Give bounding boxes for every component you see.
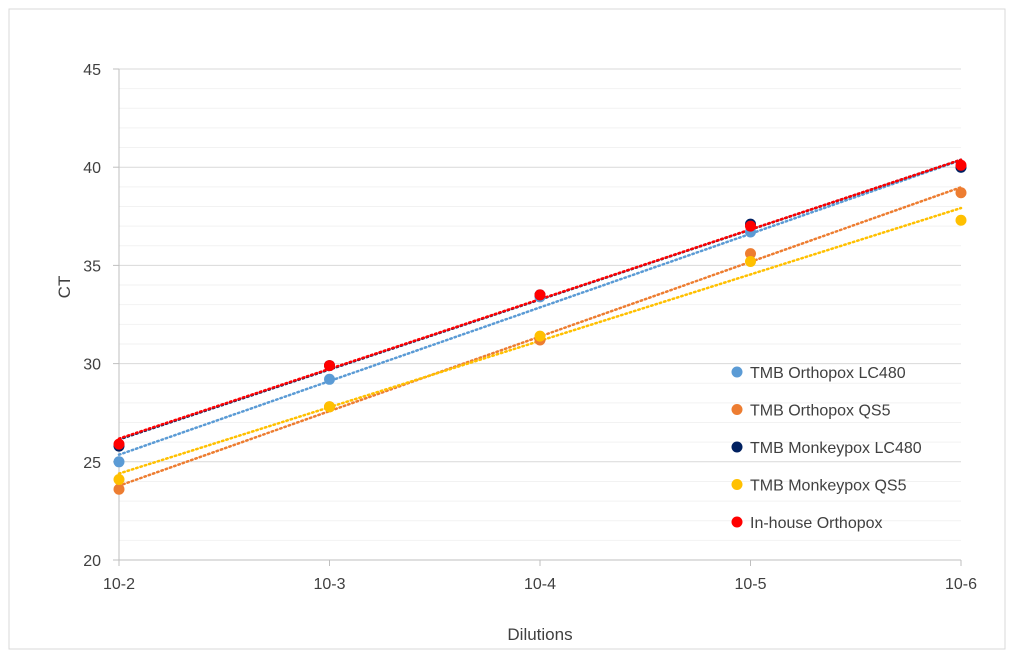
y-tick-label: 25 bbox=[83, 455, 101, 472]
legend-label: TMB Orthopox LC480 bbox=[750, 365, 906, 382]
legend-marker bbox=[731, 366, 743, 378]
x-tick-label: 10-4 bbox=[524, 576, 556, 593]
data-point bbox=[324, 401, 335, 413]
data-point bbox=[113, 473, 125, 485]
x-tick-label: 10-6 bbox=[945, 576, 977, 593]
data-point bbox=[113, 483, 125, 495]
data-point bbox=[745, 255, 756, 267]
data-point bbox=[955, 159, 967, 171]
legend-marker bbox=[731, 479, 743, 490]
data-point bbox=[534, 289, 546, 301]
legend-marker bbox=[731, 516, 743, 528]
data-point bbox=[324, 360, 335, 372]
data-point bbox=[955, 214, 967, 226]
legend-label: TMB Monkeypox LC480 bbox=[750, 440, 922, 457]
legend-label: In-house Orthopox bbox=[750, 515, 883, 532]
trendline bbox=[117, 158, 963, 456]
legend-marker bbox=[731, 441, 743, 453]
y-tick-label: 20 bbox=[83, 553, 101, 570]
legend-label: TMB Monkeypox QS5 bbox=[750, 478, 907, 495]
y-tick-label: 40 bbox=[83, 160, 101, 177]
data-point bbox=[113, 438, 125, 450]
data-point bbox=[745, 220, 756, 232]
data-point bbox=[534, 330, 546, 342]
x-tick-label: 10-5 bbox=[734, 576, 766, 593]
x-tick-label: 10-3 bbox=[313, 576, 345, 593]
data-points bbox=[113, 159, 967, 495]
data-point bbox=[324, 373, 335, 385]
y-tick-label: 35 bbox=[83, 258, 101, 275]
y-tick-label: 30 bbox=[83, 357, 101, 374]
grid-lines bbox=[119, 68, 961, 541]
legend-label: TMB Orthopox QS5 bbox=[750, 403, 891, 420]
y-tick-label: 45 bbox=[83, 62, 101, 79]
legend: TMB Orthopox LC480 TMB Orthopox QS5 TMB Mo… bbox=[731, 365, 922, 532]
tick-labels: 20 25 30 35 40 45 10-2 10-3 10-4 10-5 10-6 bbox=[83, 62, 977, 593]
chart-border bbox=[8, 8, 1006, 650]
legend-marker bbox=[731, 404, 743, 415]
x-axis-title: Dilutions bbox=[507, 625, 572, 644]
data-point bbox=[113, 456, 125, 468]
data-point bbox=[745, 248, 756, 260]
y-axis-title: CT bbox=[55, 276, 74, 299]
x-tick-label: 10-2 bbox=[103, 576, 135, 593]
data-point bbox=[955, 187, 967, 199]
